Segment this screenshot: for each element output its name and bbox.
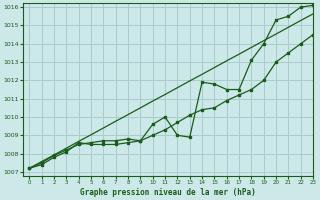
X-axis label: Graphe pression niveau de la mer (hPa): Graphe pression niveau de la mer (hPa) — [80, 188, 256, 197]
